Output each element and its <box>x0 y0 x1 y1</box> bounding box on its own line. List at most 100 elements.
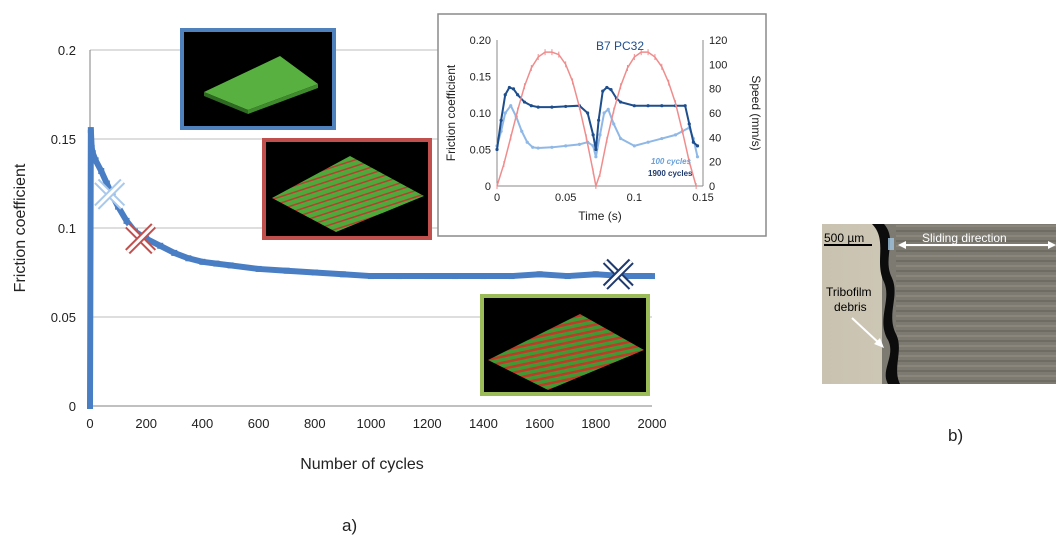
inset-friction-point <box>660 104 664 108</box>
debris-pointer <box>851 317 881 345</box>
friction-point <box>424 273 431 280</box>
main-y-tick-labels: 0 0.05 0.1 0.15 0.2 <box>51 43 76 414</box>
inset-friction-point <box>601 89 605 93</box>
inset-right-tick-labels: 0 20 40 60 80 100 120 <box>709 35 727 193</box>
cross-marker <box>602 258 634 290</box>
micrograph-image <box>822 224 1056 384</box>
main-xlabel: Number of cycles <box>300 456 424 473</box>
friction-point <box>89 150 96 157</box>
friction-point <box>452 273 459 280</box>
main-x-tick: 200 <box>135 416 157 431</box>
main-series <box>87 127 655 409</box>
inset-friction-point <box>609 88 613 92</box>
inset-friction-point <box>550 105 554 109</box>
inset-axes <box>496 40 704 187</box>
inset-friction-point <box>503 111 507 115</box>
inset-friction-point <box>660 136 664 141</box>
inset-right-tick: 100 <box>709 59 727 71</box>
inset-friction-point <box>591 133 595 137</box>
inset-friction-point <box>606 107 610 111</box>
inset-friction-point <box>495 147 499 152</box>
friction-point <box>227 262 234 269</box>
inset-friction-point <box>591 144 595 148</box>
inset-friction-point <box>531 145 535 149</box>
inset-friction-point <box>564 144 568 148</box>
inset-series-line <box>496 103 699 158</box>
main-y-tick: 0.1 <box>58 221 76 236</box>
cross-marker <box>125 223 157 255</box>
inset-left-tick: 0.10 <box>470 108 491 120</box>
inset-friction-point <box>520 129 524 133</box>
friction-point <box>339 271 346 278</box>
micrograph-annotation-line2: debris <box>834 300 867 314</box>
inset-left-tick-labels: 0 0.05 0.10 0.15 0.20 <box>470 35 491 193</box>
inset-friction-point <box>695 155 700 159</box>
main-y-tick: 0.2 <box>58 43 76 58</box>
inset-friction-point <box>646 104 650 108</box>
friction-point <box>143 235 150 242</box>
surface-image-green <box>480 294 650 396</box>
inset-friction-point <box>598 133 602 137</box>
friction-point <box>92 157 99 164</box>
friction-point <box>480 273 487 280</box>
friction-point <box>255 265 262 272</box>
inset-friction-point <box>632 144 636 148</box>
inset-friction-point <box>522 100 527 104</box>
friction-point <box>98 168 105 175</box>
friction-point <box>87 127 94 134</box>
friction-point <box>649 273 655 280</box>
inset-friction-point <box>586 111 590 115</box>
cross-marker <box>94 178 126 210</box>
friction-point <box>157 242 164 249</box>
inset-right-tick: 80 <box>709 84 721 96</box>
friction-point <box>311 269 318 276</box>
main-x-tick: 400 <box>192 416 214 431</box>
main-x-tick: 1200 <box>413 416 442 431</box>
friction-point <box>536 271 543 278</box>
inset-friction-point <box>632 104 636 108</box>
friction-point <box>103 180 110 187</box>
friction-point <box>564 273 571 280</box>
inset-left-tick: 0.20 <box>470 35 491 47</box>
inset-x-tick: 0 <box>494 192 500 204</box>
inset-friction-point <box>687 122 691 126</box>
friction-point <box>199 258 206 265</box>
surface-image-blue <box>180 28 336 130</box>
main-x-tick-labels: 0 200 400 600 800 1000 1200 1400 1600 1800 2000 <box>86 416 666 431</box>
inset-friction-point <box>577 142 582 146</box>
inset-friction-point <box>594 155 598 159</box>
main-x-tick: 2000 <box>638 416 667 431</box>
inset-friction-point <box>536 105 540 109</box>
inset-left-tick: 0.05 <box>470 145 491 157</box>
micrograph-scale-label: 500 µm <box>824 231 864 245</box>
inset-friction-point <box>550 145 554 149</box>
friction-point <box>123 217 130 224</box>
main-y-tick: 0.05 <box>51 310 76 325</box>
micrograph-direction-label: Sliding direction <box>922 231 1007 245</box>
surface-image-red <box>262 138 432 240</box>
inset-right-tick: 20 <box>709 157 721 169</box>
main-x-tick: 1800 <box>581 416 610 431</box>
inset-right-tick: 120 <box>709 35 727 47</box>
inset-friction-point <box>602 111 606 115</box>
inset-friction-point <box>594 147 598 152</box>
inset-friction-point <box>683 104 687 108</box>
inset-friction-point <box>529 104 533 108</box>
inset-friction-point <box>605 85 609 90</box>
inset-friction-point <box>619 100 623 104</box>
friction-point <box>396 273 403 280</box>
main-x-tick: 0 <box>86 416 93 431</box>
inset-ylabel-left: Friction coefficient <box>444 64 458 161</box>
inset-x-tick-labels: 0 0.05 0.1 0.15 <box>494 192 714 204</box>
main-x-tick: 1000 <box>357 416 386 431</box>
friction-point <box>185 255 192 262</box>
inset-friction-point <box>597 118 601 122</box>
inset-friction-point <box>691 140 695 144</box>
friction-point <box>87 403 93 409</box>
inset-right-tick: 0 <box>709 181 715 193</box>
friction-point <box>368 273 374 280</box>
main-y-tick: 0.15 <box>51 132 76 147</box>
inset-friction-point <box>499 118 503 122</box>
inset-x-tick: 0.15 <box>692 192 713 204</box>
